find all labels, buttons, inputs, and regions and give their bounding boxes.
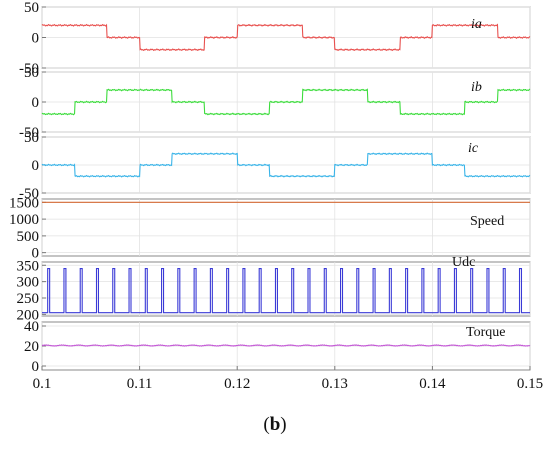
x-tick-label: 0.15: [517, 376, 543, 392]
y-tick-label: 350: [17, 258, 40, 274]
y-tick-label: 50: [24, 0, 39, 16]
x-tick-label: 0.1: [33, 376, 52, 392]
y-tick-label: 20: [24, 339, 39, 355]
x-tick-label: 0.14: [419, 376, 446, 392]
y-tick-label: 50: [24, 65, 39, 81]
y-tick-label: 40: [24, 319, 39, 335]
series-label-speed: Speed: [470, 214, 504, 229]
series-label-ia: ia: [471, 17, 482, 32]
y-tick-label: 50: [24, 130, 39, 146]
x-tick-label: 0.13: [322, 376, 348, 392]
x-tick-label: 0.12: [224, 376, 250, 392]
y-tick-label: 500: [17, 229, 40, 245]
y-tick-label: 0: [32, 95, 40, 111]
series-label-torque: Torque: [466, 325, 505, 340]
y-tick-label: 0: [32, 359, 40, 375]
y-tick-label: 250: [17, 291, 40, 307]
y-tick-label: 300: [17, 275, 40, 291]
series-label-ib: ib: [471, 80, 482, 95]
x-tick-label: 0.11: [127, 376, 153, 392]
y-tick-label: 0: [32, 158, 40, 174]
y-tick-label: 1500: [9, 195, 39, 211]
caption-label: b: [270, 414, 281, 435]
caption-close: ): [280, 414, 286, 435]
panel-frame: [42, 199, 530, 256]
y-tick-label: 1000: [9, 212, 39, 228]
panel-torque: 40 20 0 Torque: [24, 319, 530, 375]
y-tick-label: 0: [32, 31, 40, 47]
series-label-ic: ic: [468, 141, 479, 156]
figure-caption: (b): [0, 414, 550, 436]
series-label-udc: Udc: [452, 255, 475, 270]
